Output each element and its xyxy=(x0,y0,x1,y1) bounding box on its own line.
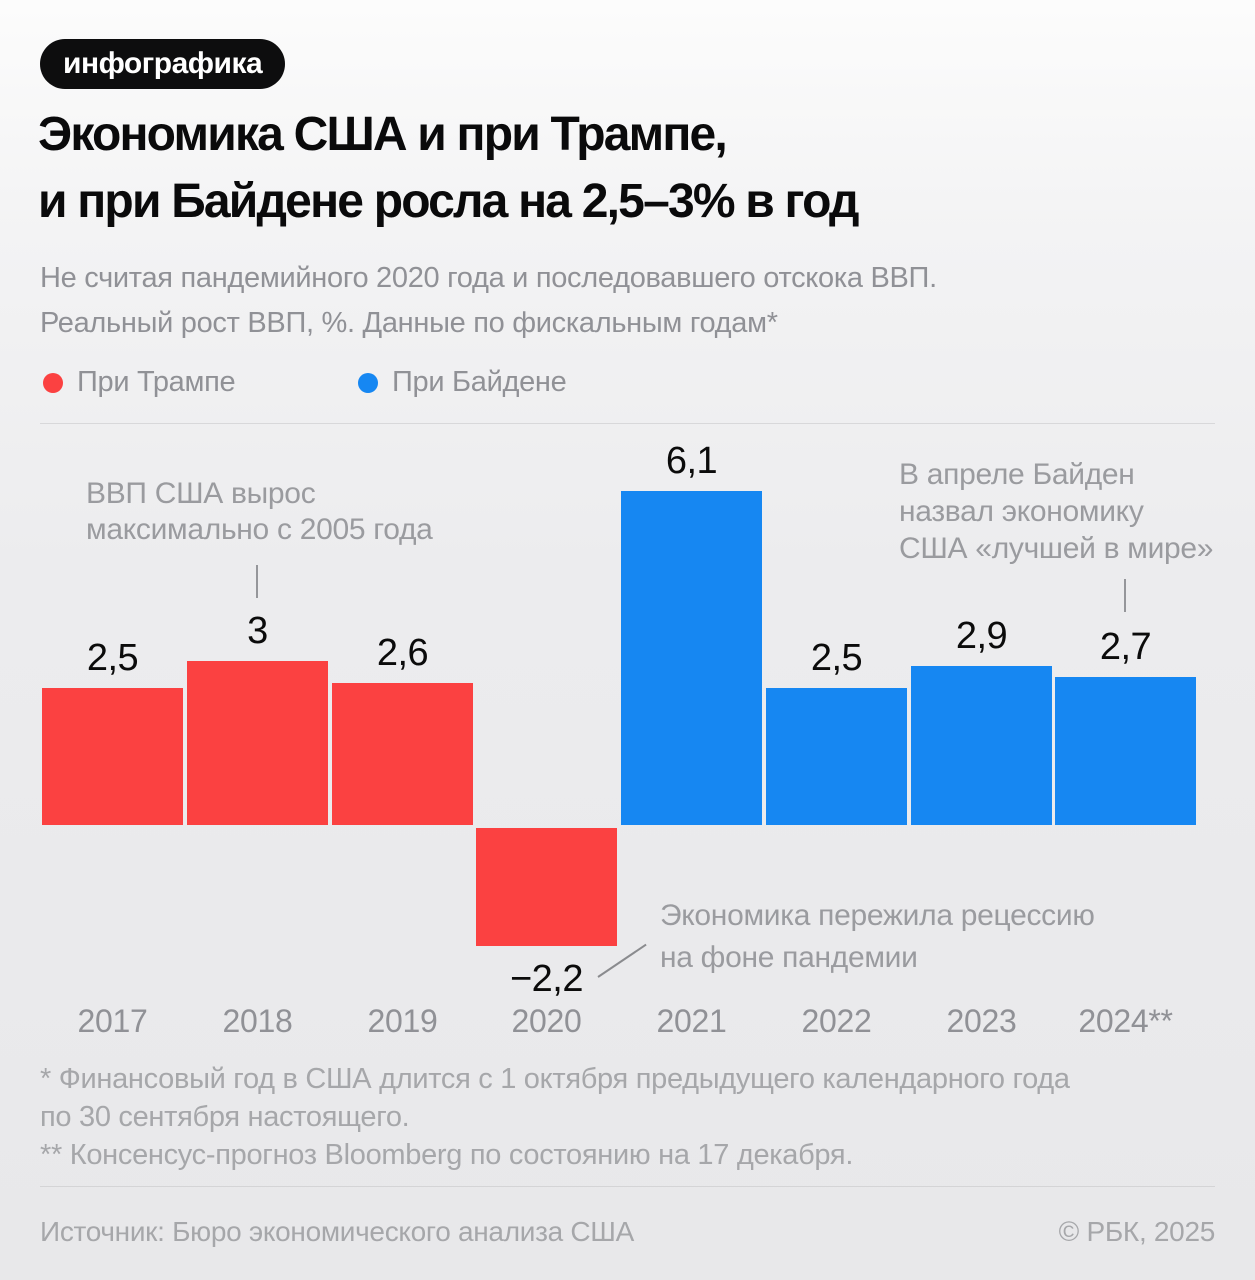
bar-value-2017: 2,5 xyxy=(86,637,139,679)
badge-label: инфографика xyxy=(63,47,263,80)
x-axis-label-2024: 2024** xyxy=(1078,1003,1173,1039)
x-axis-label-2021: 2021 xyxy=(656,1003,727,1039)
annotation-biden-2024-line-2: назвал экономику xyxy=(899,495,1144,528)
trump-legend-dot-icon xyxy=(43,372,63,393)
bar-value-2024: 2,7 xyxy=(1099,626,1152,669)
biden-legend-dot-icon xyxy=(358,372,378,393)
footnote-line-2: по 30 сентября настоящего. xyxy=(40,1101,410,1133)
bar-value-2023: 2,9 xyxy=(955,615,1008,658)
x-axis-label-2017: 2017 xyxy=(77,1003,148,1039)
annotation-biden-2024-pointer-line xyxy=(1124,579,1126,612)
bar-value-2020: −2,2 xyxy=(509,957,584,1000)
chart-subtitle: Не считая пандемийного 2020 года и после… xyxy=(40,256,937,346)
bar-2022 xyxy=(766,688,907,825)
subtitle-line-2: Реальный рост ВВП, %. Данные по фискальн… xyxy=(40,307,778,339)
annotation-recession-2020: Экономика пережила рецессию на фоне панд… xyxy=(660,895,1095,979)
annotation-biden-2024: В апреле Байден назвал экономику США «лу… xyxy=(899,456,1213,567)
bar-2017 xyxy=(42,688,183,825)
annotation-recession-2020-line-1: Экономика пережила рецессию xyxy=(660,899,1095,932)
footer: Источник: Бюро экономического анализа СШ… xyxy=(40,1216,1215,1248)
bar-2020 xyxy=(476,828,617,946)
x-axis-label-2022: 2022 xyxy=(801,1003,872,1039)
page-title: Экономика США и при Трампе, и при Байден… xyxy=(38,101,859,235)
annotation-gdp-2018: ВВП США вырос максимально с 2005 года xyxy=(86,476,433,548)
annotation-recession-2020-line-2: на фоне пандемии xyxy=(660,941,918,974)
chart-legend: При Трампе При Байдене xyxy=(43,366,743,398)
x-axis-label-2018: 2018 xyxy=(222,1003,293,1039)
bar-value-2021: 6,1 xyxy=(665,439,718,482)
title-line-2: и при Байдене росла на 2,5–3% в год xyxy=(38,175,859,228)
x-axis-label-2020: 2020 xyxy=(511,1003,582,1039)
title-line-1: Экономика США и при Трампе, xyxy=(38,108,728,161)
annotation-biden-2024-line-3: США «лучшей в мире» xyxy=(899,532,1214,565)
annotation-gdp-2018-line-1: ВВП США вырос xyxy=(86,477,316,510)
x-axis-label-2019: 2019 xyxy=(367,1003,438,1039)
source-text: Источник: Бюро экономического анализа СШ… xyxy=(40,1216,635,1247)
legend-item-trump: При Трампе xyxy=(43,366,236,399)
copyright-text: © РБК, 2025 xyxy=(1058,1216,1216,1247)
x-axis-label-2023: 2023 xyxy=(946,1003,1017,1039)
bar-value-2019: 2,6 xyxy=(376,631,429,674)
bar-2018 xyxy=(187,660,328,825)
legend-label-biden: При Байдене xyxy=(392,366,567,398)
bar-value-2018: 3 xyxy=(247,609,268,652)
bar-2019 xyxy=(332,682,473,825)
legend-label-trump: При Трампе xyxy=(77,366,236,398)
bar-value-2022: 2,5 xyxy=(810,637,863,679)
bar-2021 xyxy=(621,490,762,825)
annotation-gdp-2018-line-2: максимально с 2005 года xyxy=(86,513,433,546)
footnotes: * Финансовый год в США длится с 1 октябр… xyxy=(40,1060,1070,1174)
annotation-biden-2024-line-1: В апреле Байден xyxy=(899,458,1135,491)
footnote-line-3: ** Консенсус-прогноз Bloomberg по состоя… xyxy=(40,1139,854,1171)
footer-divider xyxy=(40,1186,1215,1187)
legend-divider xyxy=(40,423,1215,424)
footnote-line-1: * Финансовый год в США длится с 1 октябр… xyxy=(40,1063,1070,1095)
subtitle-line-1: Не считая пандемийного 2020 года и после… xyxy=(40,262,937,294)
legend-item-biden: При Байдене xyxy=(358,366,567,399)
infographic-badge: инфографика xyxy=(40,39,286,89)
bar-2023 xyxy=(911,666,1052,825)
bar-2024 xyxy=(1055,677,1196,825)
annotation-gdp-2018-pointer-line xyxy=(256,565,258,598)
